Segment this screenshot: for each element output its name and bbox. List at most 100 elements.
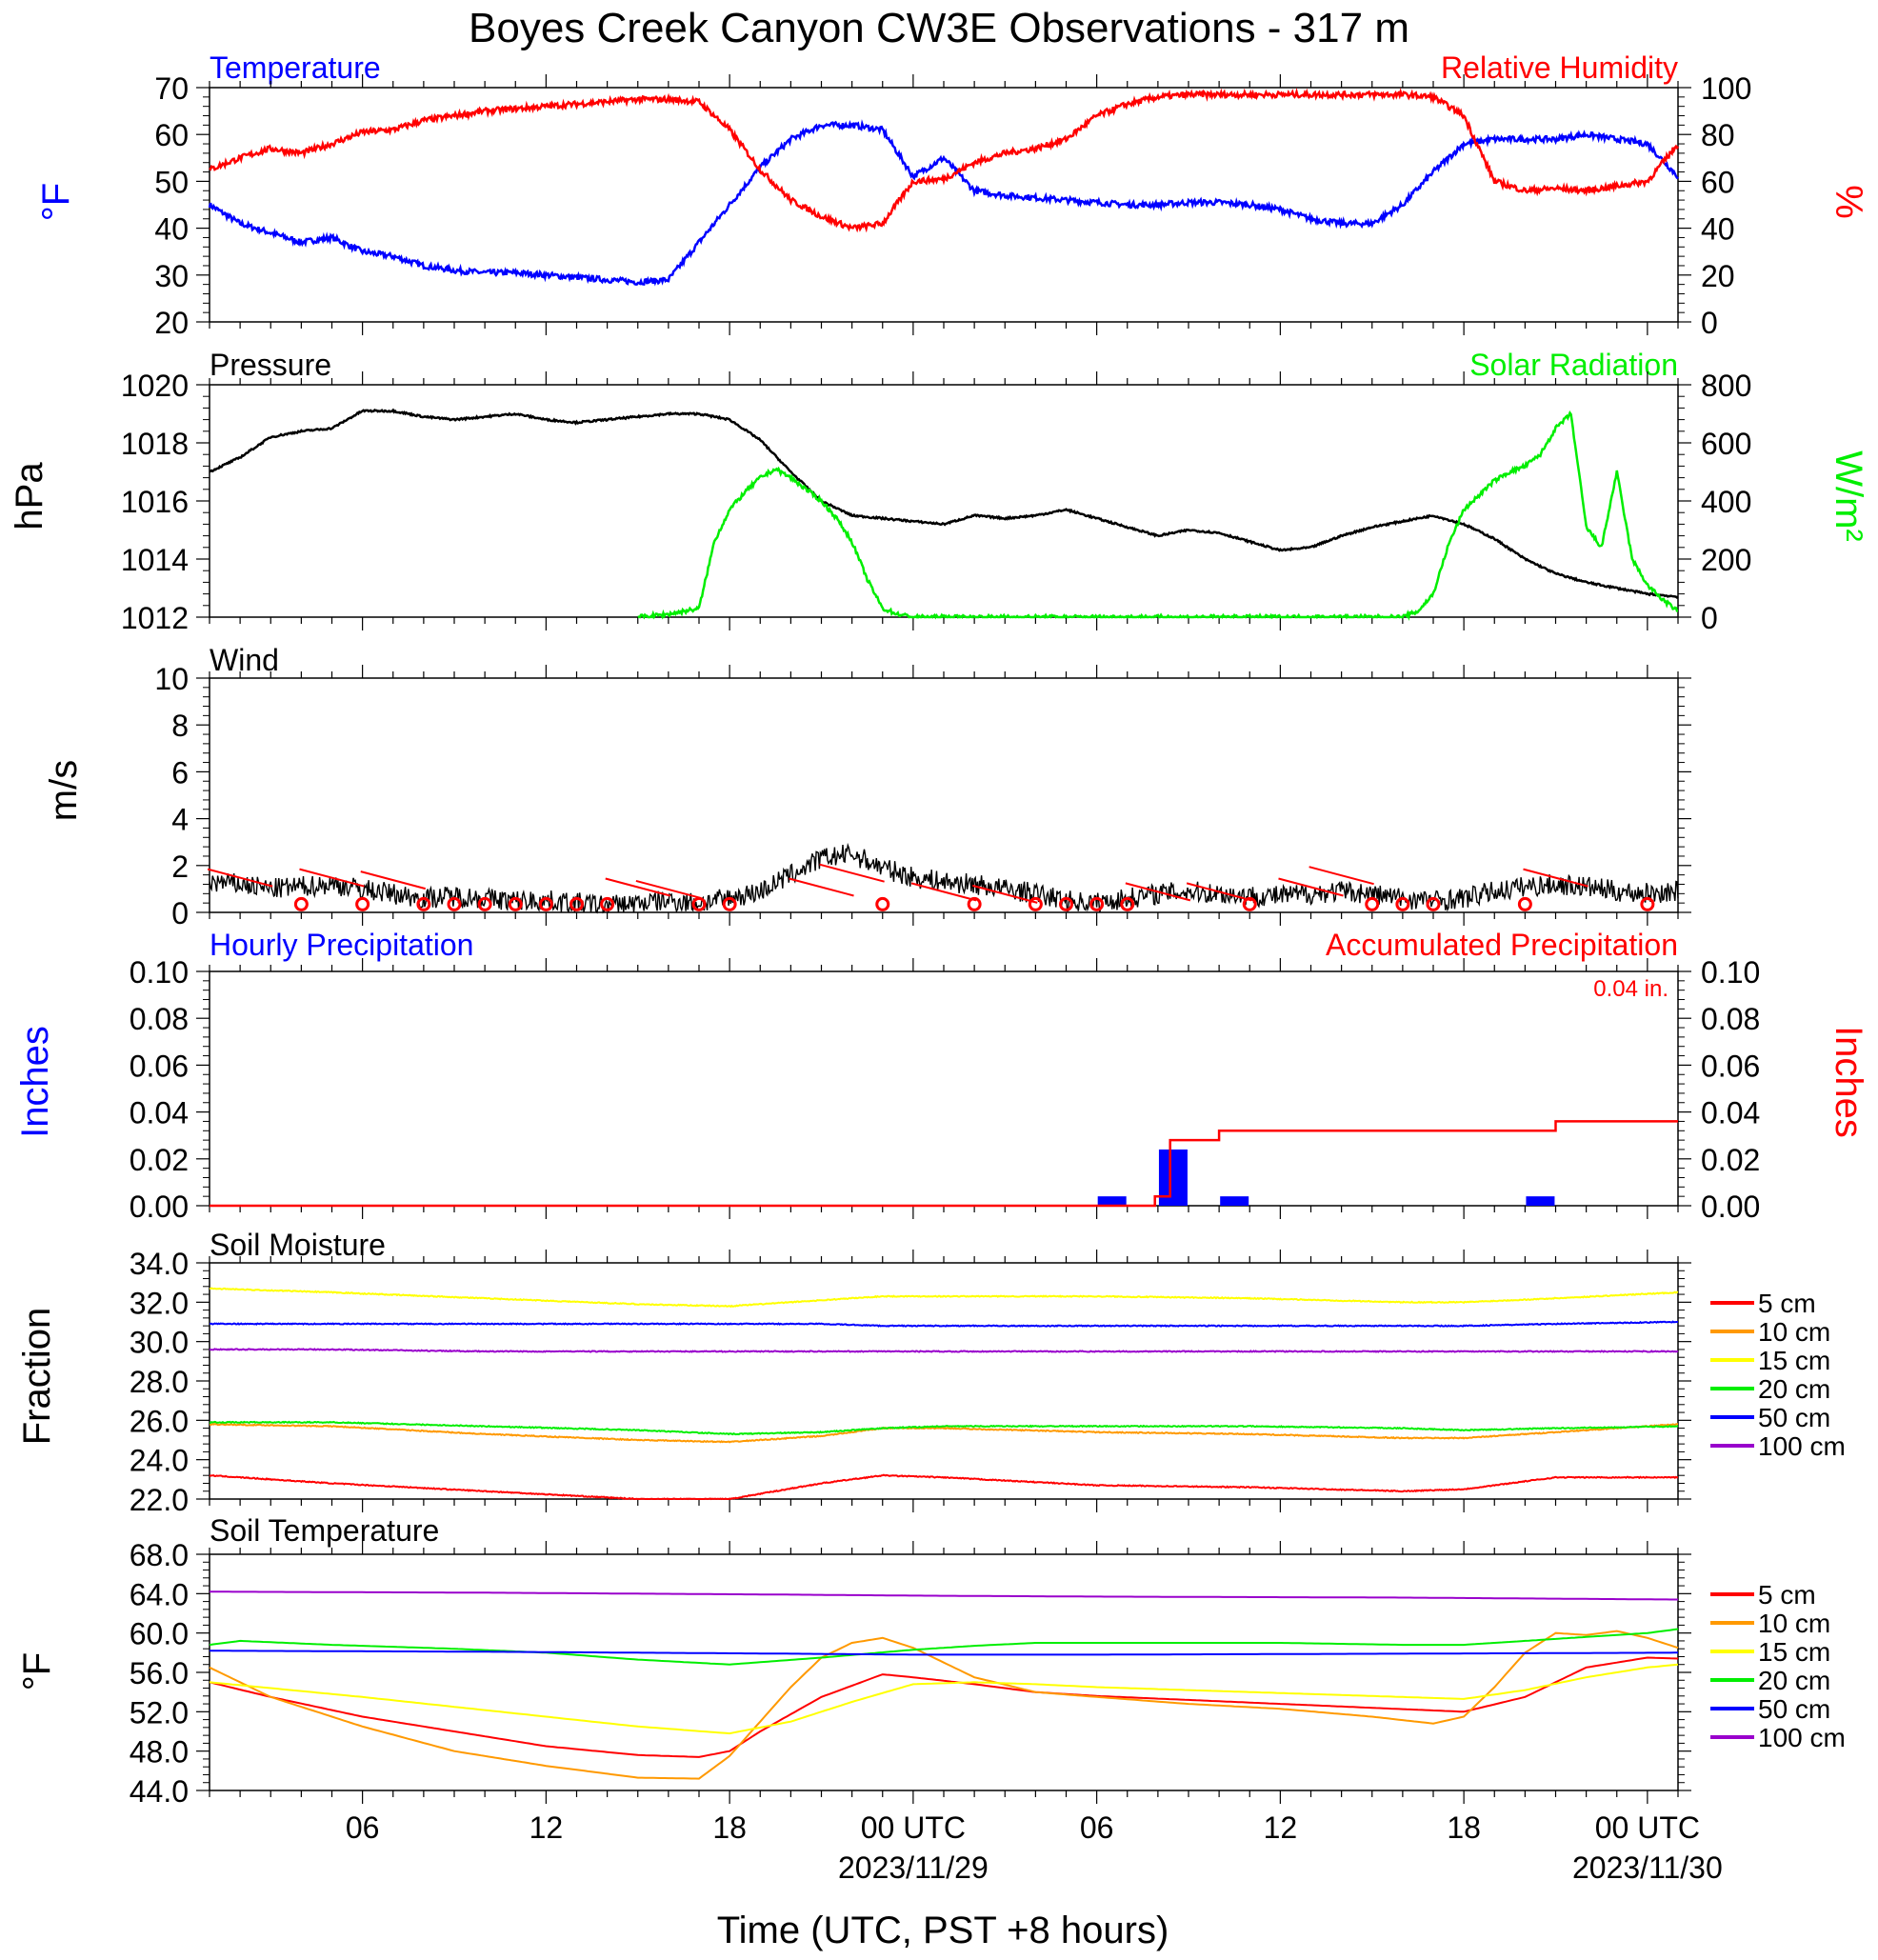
y-right-tick-label: 0	[1701, 601, 1718, 635]
y-tick-label: 0.10	[130, 955, 189, 990]
y-tick-label: 44.0	[130, 1774, 189, 1809]
legend-label-moisture: 20 cm	[1758, 1374, 1830, 1404]
wind-calm-marker	[569, 896, 584, 911]
wind-barb	[635, 879, 702, 899]
solar-radiation-line	[637, 410, 1679, 621]
wind-calm-marker	[293, 896, 309, 911]
soil-moisture-title: Soil Moisture	[210, 1228, 386, 1262]
y-right-tick-label: 200	[1701, 543, 1751, 577]
wind-barb	[1278, 877, 1344, 897]
y-tick-label: 1012	[121, 601, 189, 635]
wind-calm-marker	[1365, 896, 1380, 911]
temperature-title: Temperature	[210, 50, 381, 85]
y-tick-label: 8	[171, 709, 189, 743]
wind-calm-marker	[1517, 896, 1532, 911]
soil_temp-border	[209, 1553, 1679, 1791]
wind-ylabel: m/s	[43, 760, 85, 821]
temp_rh-border	[209, 87, 1679, 323]
wind-frame: 0 2 4 6 8 10	[154, 662, 1691, 930]
y-tick-label: 0	[171, 896, 189, 930]
accum-precip-total: 0.04 in.	[1593, 976, 1668, 1002]
y-right-tick-label: 400	[1701, 485, 1751, 519]
wind-calm-marker	[1242, 896, 1257, 911]
wind-calm-marker	[600, 896, 615, 911]
wind-calm-marker	[447, 896, 462, 911]
precip-border	[209, 970, 1679, 1207]
y-tick-label: 0.06	[130, 1049, 189, 1083]
x-tick-label: 12	[529, 1810, 564, 1845]
hourly-precip-bar	[1526, 1196, 1555, 1206]
wind-calm-marker	[722, 896, 737, 911]
y-right-tick-label: 0.02	[1701, 1143, 1760, 1177]
wind-calm-marker	[875, 896, 890, 911]
y-right-tick-label: 80	[1701, 118, 1735, 152]
y-tick-label: 20	[154, 306, 189, 340]
hourly-precip-bar	[1220, 1196, 1249, 1206]
y-right-tick-label: 800	[1701, 369, 1751, 403]
y-right-tick-label: 0.10	[1701, 955, 1760, 990]
legend-label-temp: 5 cm	[1758, 1580, 1816, 1610]
y-tick-label: 22.0	[130, 1483, 189, 1517]
y-right-tick-label: 0.08	[1701, 1002, 1760, 1036]
soil-temp-ylabel: °F	[16, 1652, 58, 1690]
relative-humidity-title: Relative Humidity	[1441, 50, 1678, 85]
solar-radiation-title: Solar Radiation	[1469, 348, 1678, 382]
temp_rh-frame: 20 0 30 20 40 40 50 60 60 80 70 100	[154, 71, 1751, 340]
y-tick-label: 40	[154, 212, 189, 247]
relative-humidity-line	[209, 88, 1680, 233]
y-tick-label: 30	[154, 259, 189, 293]
y-tick-label: 24.0	[130, 1444, 189, 1478]
temp-ylabel: °F	[35, 183, 77, 221]
wind-calm-marker	[967, 896, 982, 911]
panel-soil-temp: Soil Temperature °F	[16, 1513, 439, 1690]
legend-label-moisture: 10 cm	[1758, 1317, 1830, 1347]
wind-barb	[207, 868, 273, 888]
soil-temp-line-20cm	[209, 1628, 1679, 1666]
accum-precip-title: Accumulated Precipitation	[1326, 928, 1678, 962]
y-tick-label: 6	[171, 755, 189, 790]
x-date-label: 2023/11/30	[1572, 1850, 1723, 1885]
precip-left-ylabel: Inches	[14, 1026, 56, 1138]
y-right-tick-label: 60	[1701, 165, 1735, 199]
y-right-tick-label: 0.04	[1701, 1096, 1760, 1130]
y-right-tick-label: 20	[1701, 259, 1735, 293]
y-tick-label: 64.0	[130, 1577, 189, 1611]
wind-barb	[1523, 868, 1588, 888]
wind-barb	[605, 877, 671, 897]
legend-label-moisture: 50 cm	[1758, 1403, 1830, 1432]
y-tick-label: 1020	[121, 369, 189, 403]
y-tick-label: 48.0	[130, 1735, 189, 1770]
y-tick-label: 4	[171, 803, 189, 837]
y-tick-label: 50	[154, 165, 189, 199]
y-tick-label: 34.0	[130, 1247, 189, 1281]
pressure_solar-border	[209, 384, 1679, 618]
wind-calm-marker	[1028, 896, 1043, 911]
pressure-title: Pressure	[210, 348, 331, 382]
x-axis-label: Time (UTC, PST +8 hours)	[717, 1910, 1169, 1951]
soil-temp-line-50cm	[210, 1650, 1678, 1656]
soil-temp-line-5cm	[209, 1656, 1679, 1758]
wind-calm-marker	[416, 896, 431, 911]
y-tick-label: 32.0	[130, 1286, 189, 1320]
precip-frame: 0.00 0.00 0.02 0.02 0.04 0.04 0.06 0.06 0.08 0.08…	[130, 955, 1761, 1224]
wind-calm-marker	[355, 896, 370, 911]
y-right-tick-label: 600	[1701, 427, 1751, 461]
panel-wind: Wind m/s	[43, 643, 279, 821]
wind-speed-line	[209, 842, 1679, 914]
x-tick-label: 12	[1264, 1810, 1298, 1845]
y-right-tick-label: 0.00	[1701, 1190, 1760, 1224]
wind-barb	[299, 868, 365, 888]
x-tick-label: 06	[1080, 1810, 1114, 1845]
y-tick-label: 70	[154, 71, 189, 106]
y-right-tick-label: 0	[1701, 306, 1718, 340]
wind-barb	[789, 877, 854, 897]
y-tick-label: 30.0	[130, 1326, 189, 1360]
legend-label-moisture: 5 cm	[1758, 1289, 1816, 1318]
soil-moisture-ylabel: Fraction	[16, 1308, 58, 1446]
wind-barb	[1186, 882, 1252, 902]
y-tick-label: 1018	[121, 427, 189, 461]
soil-moisture-line-10cm	[209, 1422, 1679, 1444]
legend-label-moisture: 100 cm	[1758, 1431, 1846, 1461]
y-right-tick-label: 40	[1701, 212, 1735, 247]
